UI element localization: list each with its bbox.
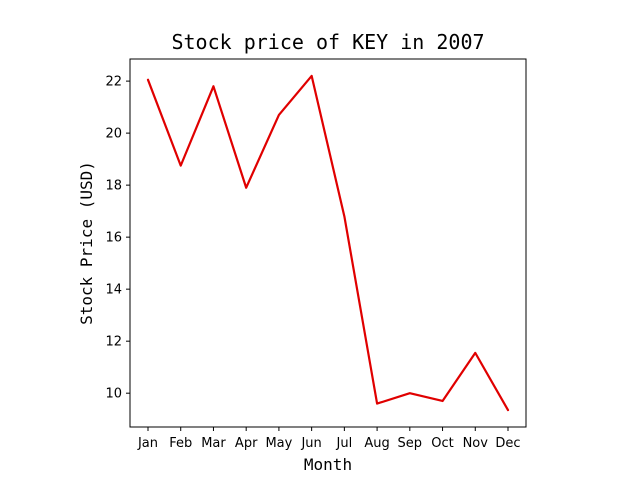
- y-axis-label: Stock Price (USD): [77, 161, 96, 325]
- y-axis: 10 12 14 16 18 20 22: [105, 75, 130, 402]
- y-tick-label: 12: [105, 335, 122, 350]
- y-tick-label: 20: [105, 127, 122, 142]
- series-line: [146, 74, 510, 412]
- y-tick-label: 16: [105, 231, 122, 246]
- x-tick-label: Mar: [201, 436, 226, 451]
- x-axis: Jan Feb Mar Apr May Jun Jul Aug Sep Oct Nov Dec: [137, 427, 521, 451]
- x-tick-label: Jun: [300, 436, 321, 451]
- x-tick-label: Aug: [364, 436, 389, 451]
- series-layer: [146, 74, 510, 412]
- x-tick-label: Oct: [431, 436, 453, 451]
- chart-title: Stock price of KEY in 2007: [171, 30, 484, 54]
- x-axis-label: Month: [304, 455, 352, 474]
- y-tick-label: 10: [105, 387, 122, 402]
- x-tick-label: Dec: [495, 436, 520, 451]
- x-tick-label: Feb: [169, 436, 192, 451]
- plot-frame: [129, 58, 527, 428]
- y-tick-label: 18: [105, 179, 122, 194]
- y-tick-label: 22: [105, 75, 122, 90]
- x-tick-label: Nov: [463, 436, 489, 451]
- x-tick-label: May: [265, 436, 292, 451]
- x-tick-label: Sep: [398, 436, 423, 451]
- x-tick-label: Jul: [336, 436, 353, 451]
- x-tick-label: Apr: [235, 436, 258, 451]
- y-tick-label: 14: [105, 283, 122, 298]
- x-tick-label: Jan: [137, 436, 158, 451]
